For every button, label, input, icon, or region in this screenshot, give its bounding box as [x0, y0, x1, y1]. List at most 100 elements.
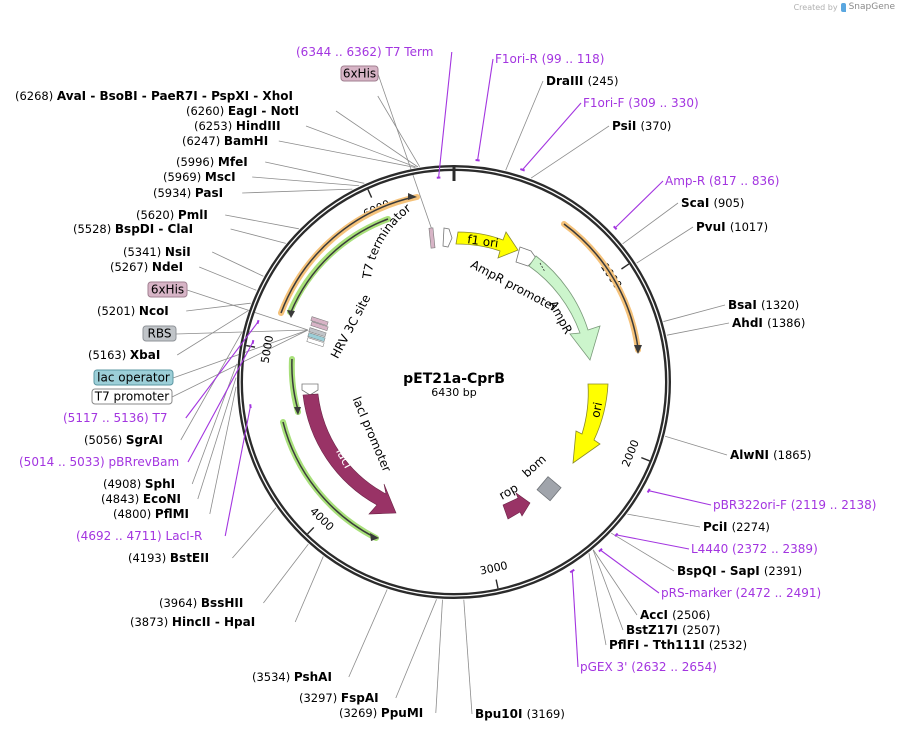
- leader-line: [175, 329, 309, 335]
- enzyme-site-label[interactable]: PciI (2274): [703, 520, 770, 534]
- primer-leader: [224, 406, 251, 537]
- enzyme-site-label[interactable]: (3269) PpuMI: [339, 706, 423, 720]
- enzyme-site-label[interactable]: (5620) PmlI: [136, 208, 208, 222]
- primer-marker: [569, 568, 575, 574]
- enzyme-site-label[interactable]: (4843) EcoNI: [101, 492, 181, 506]
- primer-marker: [614, 532, 619, 537]
- primer-leader: [616, 534, 690, 550]
- feature-lac-operator[interactable]: [307, 332, 326, 342]
- enzyme-site-label[interactable]: (5528) BspDI - ClaI: [73, 222, 193, 236]
- feature-label-box[interactable]: 6xHis: [340, 65, 379, 82]
- feature-label-box[interactable]: lac operator: [93, 369, 174, 386]
- enzyme-site-label[interactable]: DraIII (245): [546, 74, 619, 88]
- feature-hrv-3c-site[interactable]: [310, 321, 329, 331]
- primer-label[interactable]: Amp-R (817 .. 836): [665, 174, 779, 188]
- enzyme-site-label[interactable]: (3873) HincII - HpaI: [130, 615, 255, 629]
- enzyme-site-label[interactable]: (4800) PflMI: [113, 507, 189, 521]
- scale-tick-label: 3000: [479, 559, 509, 578]
- leader-line: [199, 266, 257, 291]
- orf-arcs: [278, 193, 642, 541]
- orf-orange-top-line: [280, 196, 415, 314]
- primer-label[interactable]: (5014 .. 5033) pBRrevBam: [19, 455, 179, 469]
- primer-marker: [598, 548, 603, 553]
- enzyme-site-label[interactable]: (6268) AvaI - BsoBI - PaeR7I - PspXI - X…: [15, 89, 293, 103]
- primer-label[interactable]: L4440 (2372 .. 2389): [691, 542, 818, 556]
- enzyme-site-label[interactable]: (5934) PasI: [153, 186, 223, 200]
- ampr-divider: [539, 262, 546, 273]
- primer-leader: [614, 180, 664, 229]
- enzyme-site-label[interactable]: (5341) NsiI: [123, 245, 191, 259]
- primer-label[interactable]: (4692 .. 4711) LacI-R: [76, 529, 202, 543]
- leader-line: [265, 161, 365, 184]
- orf-green-bottom-line: [282, 421, 375, 538]
- leader-line: [225, 214, 299, 230]
- scale-tick: [367, 189, 373, 198]
- leader-line: [197, 377, 237, 500]
- feature-label-box[interactable]: 6xHis: [147, 281, 188, 298]
- labels: (6268) AvaI - BsoBI - PaeR7I - PspXI - X…: [15, 45, 876, 721]
- enzyme-site-label[interactable]: (5267) NdeI: [110, 260, 183, 274]
- enzyme-site-label[interactable]: PflFI - Tth111I (2532): [609, 638, 747, 652]
- primer-leader: [187, 341, 254, 463]
- enzyme-site-label[interactable]: (4908) SphI: [103, 477, 175, 491]
- enzyme-site-label[interactable]: (3964) BssHII: [159, 596, 243, 610]
- feature-rbs[interactable]: [308, 327, 327, 337]
- enzyme-site-label[interactable]: (5056) SgrAI: [84, 433, 163, 447]
- enzyme-site-label[interactable]: BspQI - SapI (2391): [677, 564, 802, 578]
- feature-rop[interactable]: [502, 492, 531, 520]
- arrowhead-icon: [634, 345, 642, 354]
- leader-line: [622, 202, 679, 245]
- primer-label[interactable]: F1ori-R (99 .. 118): [495, 52, 604, 66]
- enzyme-site-label[interactable]: (6247) BamHI: [182, 134, 268, 148]
- credit-brand: SnapGene: [848, 2, 895, 12]
- feature-laci-promoter[interactable]: [301, 383, 319, 396]
- orf-orange-right: [561, 221, 641, 353]
- primer-leader: [600, 549, 660, 594]
- feature-t7-promoter[interactable]: [306, 337, 325, 347]
- feature-box-label: T7 promoter: [94, 390, 170, 404]
- leader-line: [395, 599, 437, 699]
- enzyme-site-label[interactable]: Bpu10I (3169): [475, 707, 565, 721]
- leader-line: [377, 95, 420, 167]
- snapgene-logo-icon: [840, 2, 846, 12]
- feature-t7-terminator[interactable]: [442, 227, 453, 248]
- primer-leader: [522, 102, 582, 171]
- enzyme-site-label[interactable]: (5163) XbaI: [88, 348, 160, 362]
- enzyme-site-label[interactable]: (4193) BstEII: [128, 551, 209, 565]
- enzyme-site-label[interactable]: PsiI (370): [612, 119, 671, 133]
- primer-label[interactable]: pGEX 3' (2632 .. 2654): [580, 660, 717, 674]
- enzyme-site-label[interactable]: (5996) MfeI: [176, 155, 248, 169]
- primer-label[interactable]: (5117 .. 5136) T7: [63, 411, 167, 425]
- feature-6xhis-top[interactable]: [428, 227, 436, 249]
- enzyme-site-label[interactable]: ScaI (905): [681, 196, 744, 210]
- feature-ori[interactable]: [572, 383, 609, 464]
- enzyme-site-label[interactable]: (6253) HindIII: [194, 119, 281, 133]
- primer-label[interactable]: F1ori-F (309 .. 330): [583, 96, 699, 110]
- feature-ampr[interactable]: [528, 255, 601, 361]
- orf-orange-right-line: [563, 223, 639, 349]
- enzyme-site-label[interactable]: AccI (2506): [640, 608, 710, 622]
- feature-6xhis[interactable]: [310, 316, 329, 326]
- feature-bom[interactable]: [536, 476, 562, 502]
- scale-tick: [621, 263, 630, 270]
- enzyme-site-label[interactable]: (3534) PshAI: [252, 670, 332, 684]
- enzyme-site-label[interactable]: (5969) MscI: [163, 170, 236, 184]
- enzyme-site-label[interactable]: AhdI (1386): [732, 316, 805, 330]
- enzyme-site-label[interactable]: (6260) EagI - NotI: [186, 104, 299, 118]
- enzyme-site-label[interactable]: BstZ17I (2507): [626, 623, 720, 637]
- enzyme-site-label[interactable]: BsaI (1320): [728, 298, 799, 312]
- primer-label[interactable]: pBR322ori-F (2119 .. 2138): [713, 498, 876, 512]
- primer-label[interactable]: pRS-marker (2472 .. 2491): [661, 586, 821, 600]
- enzyme-site-label[interactable]: AlwNI (1865): [730, 448, 811, 462]
- enzyme-site-label[interactable]: (3297) FspAI: [299, 691, 379, 705]
- feature-laci[interactable]: [302, 393, 397, 515]
- feature-label-box[interactable]: T7 promoter: [91, 388, 173, 405]
- feature-label-box[interactable]: RBS: [142, 325, 177, 342]
- snapgene-credit: Created by SnapGene: [794, 2, 895, 12]
- leader-line: [186, 302, 251, 312]
- enzyme-site-label[interactable]: PvuI (1017): [696, 220, 768, 234]
- feature-f1-ori[interactable]: [455, 231, 519, 259]
- feature-box-label: 6xHis: [151, 283, 184, 297]
- primer-label[interactable]: (6344 .. 6362) T7 Term: [296, 45, 433, 59]
- enzyme-site-label[interactable]: (5201) NcoI: [97, 304, 169, 318]
